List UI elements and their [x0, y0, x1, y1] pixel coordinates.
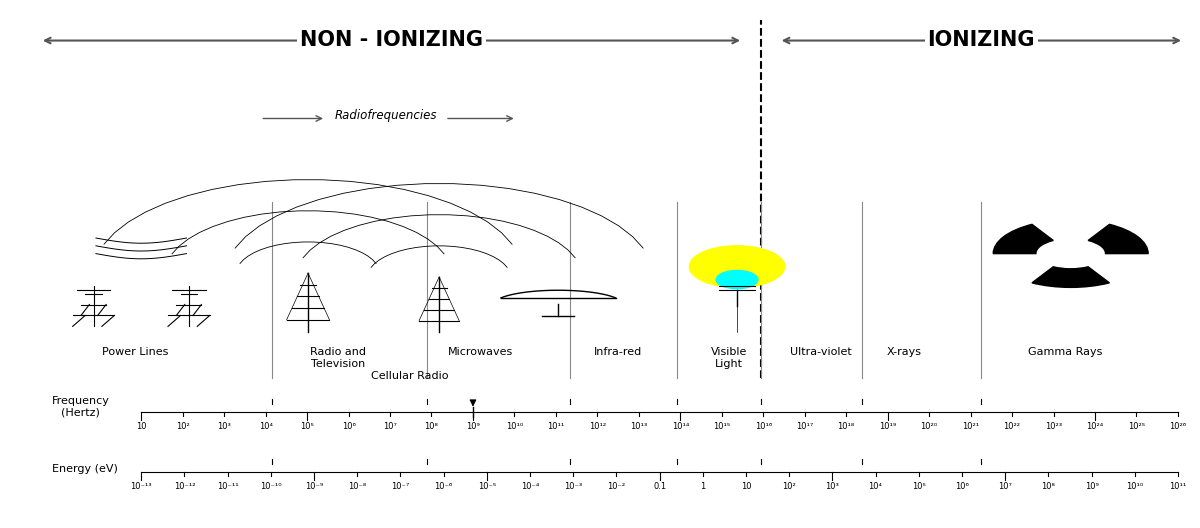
Text: 10⁻⁶: 10⁻⁶: [434, 482, 452, 491]
Text: 10⁻²: 10⁻²: [607, 482, 625, 491]
Text: 10⁶: 10⁶: [955, 482, 968, 491]
Text: Power Lines: Power Lines: [102, 347, 168, 357]
Text: Gamma Rays: Gamma Rays: [1027, 347, 1102, 357]
Text: 10¹⁷: 10¹⁷: [796, 422, 814, 431]
Text: 10⁻¹¹: 10⁻¹¹: [217, 482, 239, 491]
Text: 10⁻⁷: 10⁻⁷: [391, 482, 409, 491]
Text: 10²²: 10²²: [1003, 422, 1020, 431]
Text: 10¹¹: 10¹¹: [547, 422, 564, 431]
Text: 10²⁵: 10²⁵: [1128, 422, 1145, 431]
Text: IONIZING: IONIZING: [928, 30, 1036, 50]
Text: 0.1: 0.1: [653, 482, 666, 491]
Text: 10¹⁸: 10¹⁸: [838, 422, 854, 431]
Wedge shape: [1032, 267, 1110, 287]
Text: 10¹⁶: 10¹⁶: [755, 422, 772, 431]
Text: 10²¹: 10²¹: [962, 422, 979, 431]
Text: 10¹¹: 10¹¹: [1169, 482, 1187, 491]
Text: 10¹⁵: 10¹⁵: [713, 422, 731, 431]
Wedge shape: [1088, 224, 1148, 253]
Text: 10⁻⁹: 10⁻⁹: [305, 482, 323, 491]
Text: 10²⁰: 10²⁰: [920, 422, 937, 431]
Circle shape: [985, 216, 1156, 291]
Text: 10⁹: 10⁹: [1085, 482, 1098, 491]
Text: Energy (eV): Energy (eV): [52, 464, 118, 474]
Text: 10¹⁹: 10¹⁹: [880, 422, 896, 431]
Text: 10⁷: 10⁷: [998, 482, 1012, 491]
Text: Visible
Light: Visible Light: [710, 347, 746, 369]
Text: 10⁻¹⁰: 10⁻¹⁰: [260, 482, 282, 491]
Circle shape: [716, 270, 758, 289]
Text: Radio and
Television: Radio and Television: [310, 347, 366, 369]
Text: 10⁻³: 10⁻³: [564, 482, 582, 491]
Text: 10: 10: [136, 422, 146, 431]
Text: X-rays: X-rays: [887, 347, 922, 357]
Text: 10¹⁰: 10¹⁰: [506, 422, 523, 431]
Text: 10⁻⁸: 10⁻⁸: [348, 482, 366, 491]
Text: 10¹²: 10¹²: [589, 422, 606, 431]
Text: 10⁹: 10⁹: [466, 422, 480, 431]
Text: 10²: 10²: [782, 482, 796, 491]
Text: 1: 1: [700, 482, 706, 491]
Text: 10⁵: 10⁵: [300, 422, 314, 431]
Text: 10⁻⁵: 10⁻⁵: [478, 482, 496, 491]
Text: Frequency
(Hertz): Frequency (Hertz): [52, 396, 109, 418]
Text: 10⁴: 10⁴: [869, 482, 882, 491]
Text: 10⁶: 10⁶: [342, 422, 355, 431]
Text: Ultra-violet: Ultra-violet: [790, 347, 851, 357]
Circle shape: [1055, 247, 1086, 260]
Text: 10⁷: 10⁷: [383, 422, 397, 431]
Text: 10¹⁴: 10¹⁴: [672, 422, 689, 431]
Text: 10²³: 10²³: [1045, 422, 1062, 431]
Text: 10³: 10³: [217, 422, 232, 431]
Text: Cellular Radio: Cellular Radio: [371, 371, 448, 381]
Text: 10: 10: [740, 482, 751, 491]
Text: 10¹⁰: 10¹⁰: [1126, 482, 1144, 491]
Text: Radiofrequencies: Radiofrequencies: [335, 109, 437, 122]
Text: 10²⁶: 10²⁶: [1169, 422, 1187, 431]
Text: 10⁻¹³: 10⁻¹³: [131, 482, 152, 491]
Text: 10⁴: 10⁴: [259, 422, 272, 431]
Text: 10²: 10²: [176, 422, 190, 431]
Text: 10³: 10³: [826, 482, 839, 491]
Text: 10²⁴: 10²⁴: [1086, 422, 1104, 431]
Circle shape: [689, 246, 785, 287]
Wedge shape: [994, 224, 1054, 253]
Text: Infra-red: Infra-red: [594, 347, 642, 357]
Text: NON - IONIZING: NON - IONIZING: [300, 30, 482, 50]
Text: 10⁸: 10⁸: [1042, 482, 1055, 491]
Text: 10⁸: 10⁸: [425, 422, 438, 431]
Text: 10⁻⁴: 10⁻⁴: [521, 482, 539, 491]
Text: Microwaves: Microwaves: [449, 347, 514, 357]
Text: 10⁵: 10⁵: [912, 482, 925, 491]
Text: 10⁻¹²: 10⁻¹²: [174, 482, 196, 491]
Text: 10¹³: 10¹³: [630, 422, 648, 431]
